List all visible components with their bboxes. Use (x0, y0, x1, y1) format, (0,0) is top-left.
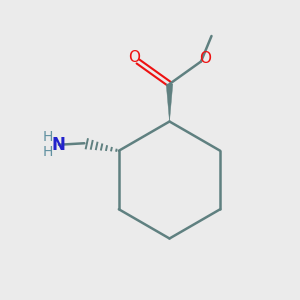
Text: N: N (52, 136, 66, 154)
Text: O: O (128, 50, 140, 65)
Text: H: H (42, 145, 52, 159)
Text: H: H (42, 130, 52, 144)
Polygon shape (166, 84, 173, 122)
Text: O: O (199, 51, 211, 66)
